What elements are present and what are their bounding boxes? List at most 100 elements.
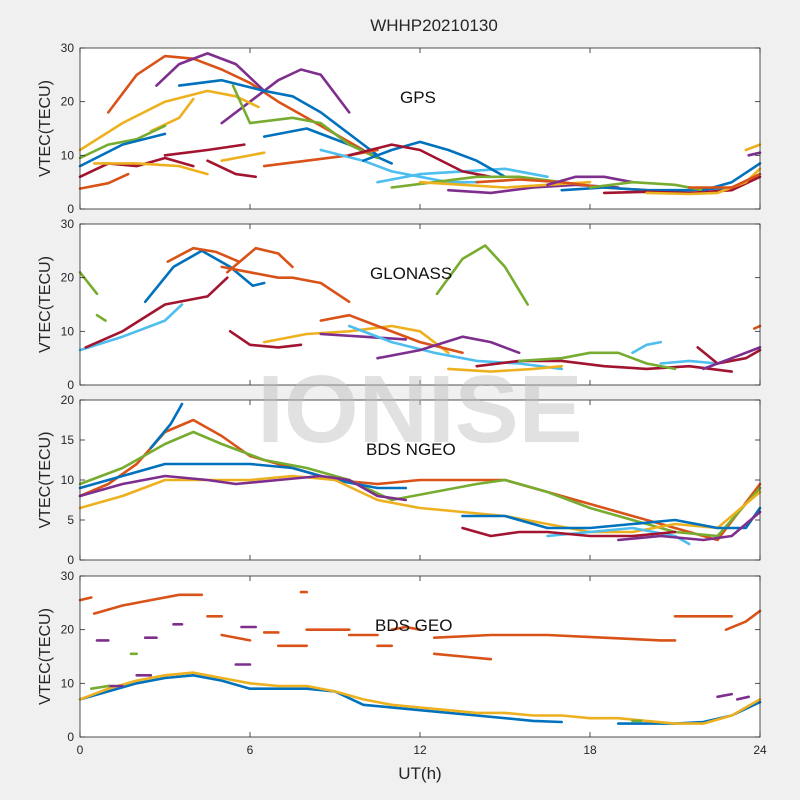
series-line-25 bbox=[716, 692, 734, 699]
series-line-5 bbox=[78, 474, 408, 502]
series-line-14 bbox=[206, 159, 257, 179]
series-line-4 bbox=[78, 474, 762, 534]
panel-label: GLONASS bbox=[370, 264, 452, 283]
series-line-9 bbox=[616, 510, 762, 542]
series-line-8 bbox=[461, 526, 677, 538]
series-line-11 bbox=[92, 162, 209, 176]
y-axis-label: VTEC(TECU) bbox=[37, 256, 54, 353]
y-tick-label: 10 bbox=[61, 148, 75, 162]
y-tick-label: 0 bbox=[67, 553, 74, 567]
y-tick-label: 0 bbox=[67, 378, 74, 392]
y-tick-label: 30 bbox=[61, 569, 75, 583]
series-line-19 bbox=[659, 359, 719, 365]
panel-label: GPS bbox=[400, 88, 436, 107]
y-axis-label: VTEC(TECU) bbox=[37, 608, 54, 705]
series-group bbox=[78, 590, 762, 725]
series-line-31 bbox=[687, 172, 762, 189]
y-tick-label: 20 bbox=[61, 393, 75, 407]
panels: 0 10 20 30 VTEC(TECU) GPS 0 10 20 30 VTEC(TECU) GLO… bbox=[37, 41, 767, 757]
series-group bbox=[78, 52, 762, 196]
series-line-0 bbox=[78, 270, 99, 296]
y-tick-label: 10 bbox=[61, 676, 75, 690]
y-tick-label: 30 bbox=[61, 41, 75, 55]
series-line-22 bbox=[752, 324, 762, 330]
series-line-1 bbox=[95, 313, 107, 322]
series-line-5 bbox=[390, 625, 422, 632]
figure-title: WHHP20210130 bbox=[370, 16, 498, 35]
series-line-2 bbox=[78, 303, 184, 352]
x-tick-label: 12 bbox=[413, 743, 427, 757]
series-group bbox=[78, 402, 762, 546]
series-line-12 bbox=[78, 172, 130, 190]
series-line-7 bbox=[78, 124, 167, 160]
series-line-1 bbox=[78, 430, 762, 538]
plot-area bbox=[80, 576, 760, 737]
series-line-10 bbox=[78, 156, 195, 179]
y-tick-label: 0 bbox=[67, 730, 74, 744]
series-line-27 bbox=[90, 684, 110, 691]
chart-panel-0: 0 10 20 30 VTEC(TECU) GPS bbox=[37, 41, 762, 216]
x-tick-label: 6 bbox=[247, 743, 254, 757]
chart-panel-1: 0 10 20 30 VTEC(TECU) GLONASS bbox=[37, 217, 762, 392]
series-line-3 bbox=[149, 402, 184, 450]
y-tick-label: 20 bbox=[61, 95, 75, 109]
y-axis-label: VTEC(TECU) bbox=[37, 80, 54, 177]
y-tick-label: 20 bbox=[61, 623, 75, 637]
y-tick-label: 20 bbox=[61, 271, 75, 285]
series-line-6 bbox=[432, 633, 677, 642]
series-line-21 bbox=[701, 346, 762, 371]
y-tick-label: 10 bbox=[61, 324, 75, 338]
series-line-7 bbox=[432, 652, 493, 661]
series-line-10 bbox=[262, 324, 450, 355]
series-line-33 bbox=[747, 151, 762, 157]
plot-area bbox=[80, 224, 760, 385]
series-line-8 bbox=[435, 244, 530, 306]
series-line-17 bbox=[517, 351, 677, 371]
series-line-26 bbox=[735, 695, 751, 701]
series-line-13 bbox=[347, 324, 564, 371]
x-tick-label: 24 bbox=[753, 743, 767, 757]
y-tick-label: 30 bbox=[61, 217, 75, 231]
series-line-6 bbox=[461, 506, 762, 530]
series-line-1 bbox=[155, 52, 266, 93]
series-line-19 bbox=[361, 140, 507, 179]
series-line-0 bbox=[107, 54, 365, 152]
series-line-0 bbox=[78, 673, 564, 724]
y-tick-label: 15 bbox=[61, 433, 75, 447]
series-line-4 bbox=[143, 249, 266, 304]
series-line-2 bbox=[78, 671, 762, 725]
series-line-9 bbox=[78, 132, 167, 168]
panel-label: BDS GEO bbox=[375, 616, 452, 635]
y-tick-label: 0 bbox=[67, 202, 74, 216]
x-axis-label: UT(h) bbox=[398, 764, 441, 783]
series-line-20 bbox=[347, 143, 493, 179]
series-line-7 bbox=[226, 246, 294, 274]
series-line-3 bbox=[78, 596, 93, 602]
chart-panel-3: 0 10 20 30 0 6 12 18 24 VTEC(TECU) BDS GEO bbox=[37, 569, 767, 757]
series-line-17 bbox=[319, 148, 479, 184]
series-line-13 bbox=[163, 143, 246, 157]
series-group bbox=[78, 244, 762, 373]
series-line-2 bbox=[220, 68, 351, 125]
series-line-32 bbox=[744, 143, 762, 152]
chart-panel-2: 0 5 10 15 20 VTEC(TECU) BDS NGEO bbox=[37, 393, 762, 567]
series-line-8 bbox=[231, 84, 379, 160]
series-line-20 bbox=[696, 346, 762, 365]
series-line-4 bbox=[92, 593, 204, 615]
series-line-2 bbox=[78, 462, 408, 490]
watermark: IONISE bbox=[257, 356, 582, 463]
series-line-15 bbox=[446, 364, 564, 373]
series-line-3 bbox=[84, 276, 229, 349]
series-line-23 bbox=[418, 180, 592, 189]
x-tick-label: 0 bbox=[77, 743, 84, 757]
series-line-9 bbox=[228, 329, 303, 349]
series-line-15 bbox=[220, 151, 266, 162]
series-line-3 bbox=[177, 78, 379, 157]
series-line-21 bbox=[390, 175, 564, 189]
y-axis-label: VTEC(TECU) bbox=[37, 432, 54, 529]
y-tick-label: 5 bbox=[67, 513, 74, 527]
series-line-18 bbox=[631, 340, 663, 355]
panel-label: BDS NGEO bbox=[366, 440, 456, 459]
series-line-12 bbox=[319, 332, 408, 341]
